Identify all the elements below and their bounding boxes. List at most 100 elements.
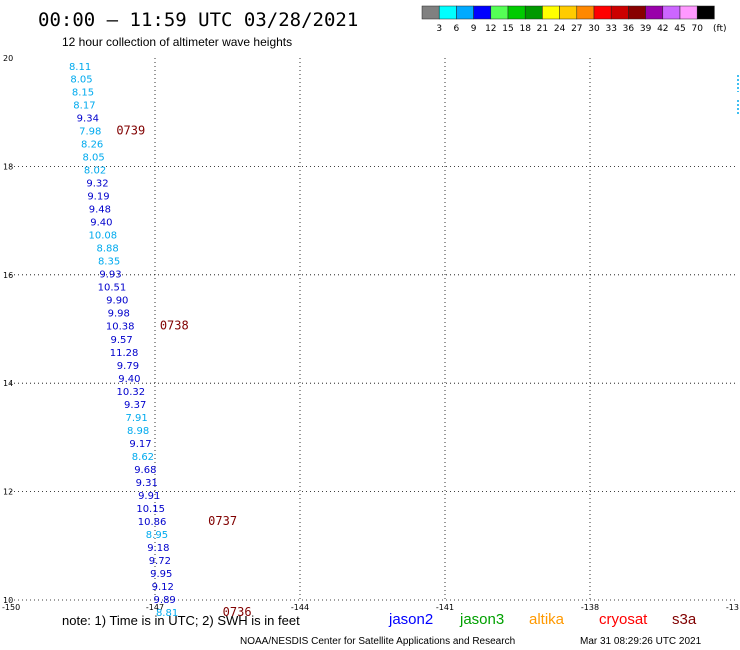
wave-height-label: 9.57 — [111, 335, 133, 346]
wave-height-label: 9.37 — [124, 400, 146, 411]
wave-height-label: 9.89 — [154, 595, 176, 606]
wave-height-label: 10.86 — [138, 517, 167, 528]
wave-height-label: 9.72 — [149, 556, 171, 567]
color-swatch — [559, 5, 578, 20]
wave-height-label: 8.11 — [69, 62, 91, 73]
wave-height-label: 10.32 — [117, 387, 146, 398]
wave-height-label: 8.15 — [72, 88, 94, 99]
color-swatch — [490, 5, 509, 20]
wave-height-label: 9.40 — [118, 374, 140, 385]
color-scale-labels: 3 6 9 12 15 18 21 24 27 30 33 36 39 42 45 70 — [436, 24, 703, 34]
color-swatch — [576, 5, 595, 20]
color-swatch — [628, 5, 646, 20]
color-swatch — [421, 5, 440, 20]
wave-height-label: 8.98 — [127, 426, 149, 437]
wave-height-label: 8.81 — [156, 608, 178, 619]
y-tick-label: 12 — [3, 488, 13, 497]
satellite-legend-cryosat: cryosat — [599, 611, 648, 628]
satellite-legend-jason2: jason2 — [388, 611, 433, 628]
wave-height-label: 10.08 — [88, 231, 117, 242]
color-swatch — [662, 5, 681, 20]
x-tick-label: -144 — [291, 603, 309, 612]
wave-height-label: 8.88 — [97, 244, 119, 255]
satellite-legend-altika: altika — [529, 611, 565, 628]
wave-height-label: 8.05 — [82, 153, 104, 164]
time-label: 0737 — [208, 514, 237, 528]
color-scale-label: 36 — [623, 24, 635, 34]
wave-height-label: 9.91 — [138, 491, 160, 502]
color-swatch — [456, 5, 474, 20]
x-axis-ticks: -150 -147 -144 -141 -138 -13 — [2, 603, 739, 612]
color-scale-label: 3 — [436, 24, 442, 34]
wave-height-label: 8.05 — [70, 75, 92, 86]
wave-height-label: 9.19 — [87, 192, 109, 203]
color-swatch — [593, 5, 612, 20]
wave-height-label: 9.68 — [134, 465, 156, 476]
wave-height-label: 9.98 — [108, 309, 130, 320]
wave-height-label: 11.28 — [110, 348, 139, 359]
time-labels: 0739 0738 0737 0736 — [116, 124, 251, 619]
color-scale-label: 21 — [537, 24, 548, 34]
color-scale-unit: (ft) — [713, 24, 727, 34]
y-tick-label: 14 — [3, 379, 13, 388]
chart-title: 00:00 – 11:59 UTC 03/28/2021 — [38, 9, 358, 31]
y-tick-label: 10 — [3, 596, 13, 605]
y-axis-ticks: 20 18 16 14 12 10 — [3, 54, 13, 605]
satellite-legend-jason3: jason3 — [459, 611, 504, 628]
x-tick-label: -13 — [726, 603, 739, 612]
y-tick-label: 20 — [3, 54, 13, 63]
x-tick-label: -147 — [146, 603, 164, 612]
wave-height-label: 9.31 — [136, 478, 158, 489]
plot-area: 20 18 16 14 12 10 -150 -147 -144 -141 -138 -13 8.1… — [2, 54, 739, 619]
color-scale-label: 33 — [605, 24, 616, 34]
wave-height-label: 8.35 — [98, 257, 120, 268]
wave-height-label: 9.79 — [117, 361, 139, 372]
color-swatch — [524, 5, 543, 20]
x-tick-label: -138 — [581, 603, 599, 612]
color-scale-label: 45 — [674, 24, 685, 34]
color-scale-label: 12 — [485, 24, 496, 34]
color-scale-label: 9 — [471, 24, 477, 34]
color-scale-label: 24 — [554, 24, 566, 34]
wave-height-label: 7.91 — [126, 413, 148, 424]
satellite-legend: jason2 jason3 altika cryosat s3a — [388, 611, 697, 628]
time-label: 0739 — [116, 124, 145, 138]
wave-height-label: 7.98 — [79, 127, 101, 138]
time-label: 0736 — [223, 605, 252, 619]
wave-height-label: 10.51 — [98, 283, 127, 294]
wave-height-label: 9.17 — [129, 439, 151, 450]
x-tick-label: -141 — [436, 603, 454, 612]
color-swatch — [507, 5, 526, 20]
color-scale-label: 39 — [640, 24, 652, 34]
color-scale-label: 70 — [691, 24, 703, 34]
color-swatch — [610, 5, 629, 20]
color-swatch — [696, 5, 715, 20]
wave-height-label: 9.34 — [77, 114, 99, 125]
time-label: 0738 — [160, 319, 189, 333]
wave-height-label: 9.32 — [86, 179, 108, 190]
grid-lines — [10, 58, 735, 601]
color-swatch — [542, 5, 560, 20]
color-scale-label: 15 — [502, 24, 513, 34]
color-scale-label: 18 — [519, 24, 531, 34]
wave-height-label: 9.93 — [99, 270, 121, 281]
wave-height-label: 9.90 — [106, 296, 128, 307]
wave-height-label: 8.26 — [81, 140, 103, 151]
color-swatch — [438, 5, 457, 20]
footer-credit: NOAA/NESDIS Center for Satellite Applica… — [240, 636, 515, 647]
color-scale-label: 27 — [571, 24, 582, 34]
wave-height-label: 10.15 — [136, 504, 165, 515]
color-scale-label: 30 — [588, 24, 600, 34]
color-swatch — [645, 5, 664, 20]
footer-timestamp: Mar 31 08:29:26 UTC 2021 — [580, 636, 702, 647]
color-scale-bar — [421, 5, 715, 20]
wave-height-label: 8.95 — [146, 530, 168, 541]
color-scale-label: 42 — [657, 24, 668, 34]
wave-height-label: 9.12 — [152, 582, 174, 593]
wave-height-label: 9.95 — [150, 569, 172, 580]
color-swatch — [473, 5, 492, 20]
wave-height-label: 9.18 — [147, 543, 169, 554]
y-tick-label: 18 — [3, 162, 13, 171]
footer-note: note: 1) Time is in UTC; 2) SWH is in fe… — [62, 613, 300, 628]
